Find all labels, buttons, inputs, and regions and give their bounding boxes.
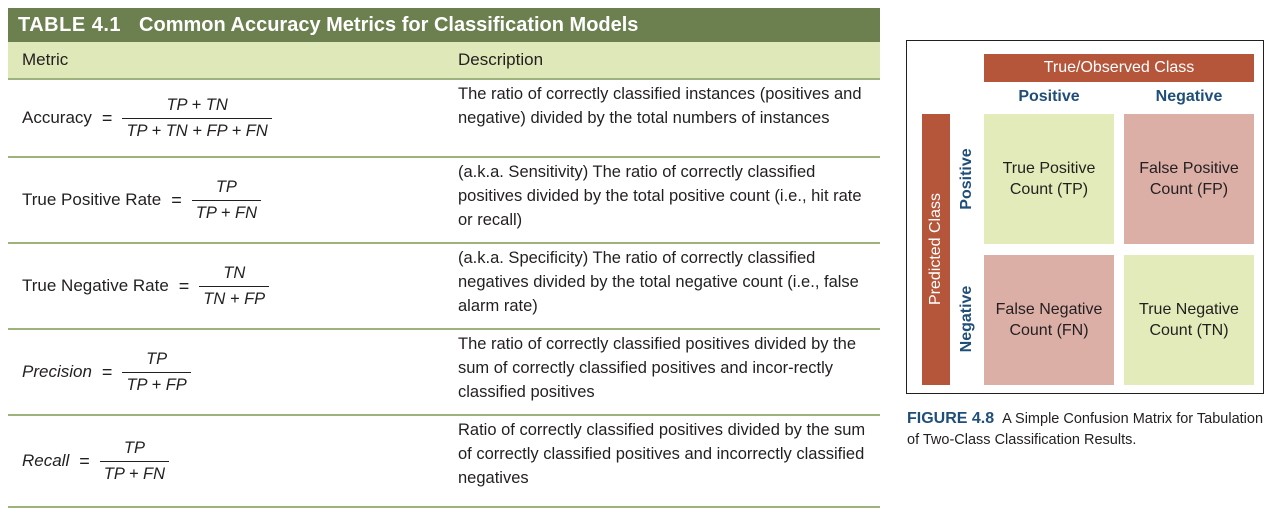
metric-cell: Recall = TP TP + FN [22,416,170,506]
table-row-accuracy: Accuracy = TP + TN TP + TN + FP + FN The… [8,80,880,158]
formula-denominator: TP + FP [122,371,191,395]
equals-sign: = [171,189,182,210]
equals-sign: = [178,275,190,296]
true-class-label: True/Observed Class [984,54,1254,82]
predicted-class-bar [922,114,950,385]
metric-description: The ratio of correctly classified positi… [458,335,857,401]
header-metric: Metric [22,50,69,69]
metric-formula: TP TP + FN [191,177,262,223]
equals-sign: = [101,107,113,128]
figure-caption: FIGURE 4.8 A Simple Confusion Matrix for … [907,408,1267,451]
metric-name: True Positive Rate [22,190,162,209]
equals-sign: = [79,450,90,471]
metric-cell: Precision = TP TP + FP [22,330,191,414]
metric-description: (a.k.a. Sensitivity) The ratio of correc… [458,163,862,229]
metric-formula: TP TP + FP [122,349,191,395]
figure-caption-text: A Simple Confusion Matrix for Tabulation… [907,411,1264,448]
formula-numerator: TP [215,177,237,196]
metric-formula: TN TN + FP [199,263,270,309]
table-row-true-positive-rate: True Positive Rate = TP TP + FN (a.k.a. … [8,158,880,244]
formula-numerator: TN [223,263,246,282]
table-row-true-negative-rate: True Negative Rate = TN TN + FP (a.k.a. … [8,244,880,330]
table-number: TABLE 4.1 [18,14,122,36]
confusion-matrix-figure: True/Observed Class Positive Negative Pr… [906,40,1264,394]
formula-numerator: TP + TN [166,95,228,114]
header-description: Description [458,50,544,69]
metric-name: Recall [22,451,70,470]
table-title-bar: TABLE 4.1 Common Accuracy Metrics for Cla… [8,8,880,42]
row-header-positive: Positive [958,148,975,210]
table-title: Common Accuracy Metrics for Classificati… [139,14,639,36]
equals-sign: = [101,361,113,382]
cell-false-positive: False Positive Count (FP) [1124,114,1254,244]
metrics-table: TABLE 4.1 Common Accuracy Metrics for Cla… [8,8,880,508]
table-row-precision: Precision = TP TP + FP The ratio of corr… [8,330,880,416]
formula-numerator: TP [146,349,168,368]
cell-true-positive: True Positive Count (TP) [984,114,1114,244]
metric-cell: True Positive Rate = TP TP + FN [22,158,262,242]
formula-denominator: TN + FP [199,285,270,309]
metric-name: True Negative Rate [22,276,169,295]
predicted-class-label: Predicted Class [927,192,944,306]
column-header-positive: Positive [1018,88,1080,105]
cell-false-negative: False Negative Count (FN) [984,255,1114,385]
formula-denominator: TP + FN [99,460,170,484]
cell-true-negative: True Negative Count (TN) [1124,255,1254,385]
figure-number: FIGURE 4.8 [907,410,995,427]
metric-description: Ratio of correctly classified positives … [458,421,866,487]
table-header-row: Metric Description [8,42,880,80]
metric-description: The ratio of correctly classified instan… [458,85,862,127]
metric-formula: TP + TN TP + TN + FP + FN [122,95,272,141]
metric-name: Precision [22,362,92,381]
formula-numerator: TP [123,438,145,457]
row-header-negative: Negative [958,285,975,353]
formula-denominator: TP + TN + FP + FN [122,117,272,141]
metric-cell: True Negative Rate = TN TN + FP [22,244,270,328]
metric-cell: Accuracy = TP + TN TP + TN + FP + FN [22,80,272,156]
column-header-negative: Negative [1155,88,1223,105]
formula-denominator: TP + FN [191,199,262,223]
metric-name: Accuracy [22,108,92,127]
metric-formula: TP TP + FN [99,438,170,484]
table-row-recall: Recall = TP TP + FN Ratio of correctly c… [8,416,880,508]
metric-description: (a.k.a. Specificity) The ratio of correc… [458,249,859,315]
